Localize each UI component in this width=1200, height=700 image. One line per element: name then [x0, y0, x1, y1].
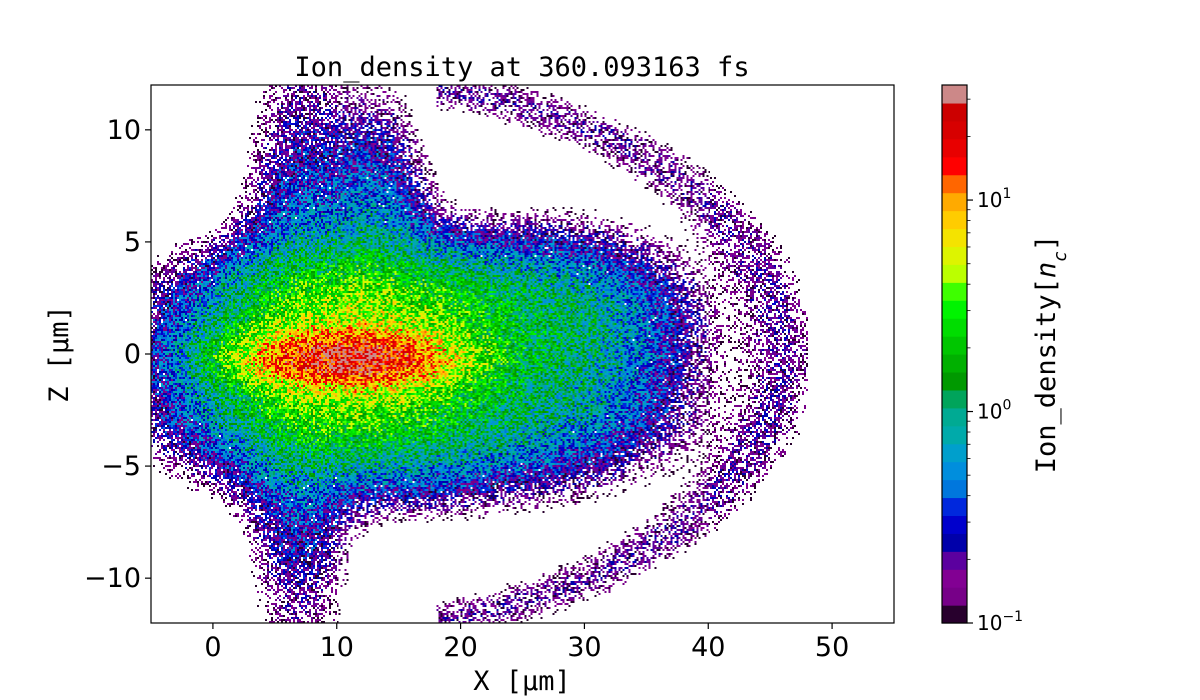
- colorbar-segment: [942, 174, 967, 194]
- colorbar-segment: [942, 407, 967, 427]
- colorbar-segment: [942, 515, 967, 534]
- plot-area: [150, 84, 895, 624]
- colorbar-segment: [942, 192, 967, 212]
- colorbar-segment: [942, 461, 967, 481]
- y-tick-label: −5: [101, 451, 141, 482]
- colorbar-segment: [942, 587, 967, 606]
- colorbar-tick-label: 100: [977, 398, 1011, 424]
- y-tick-label: 5: [124, 227, 141, 258]
- colorbar-segment: [942, 497, 967, 516]
- colorbar: 10−1 100 101: [941, 84, 1023, 635]
- colorbar-segment: [942, 533, 967, 552]
- colorbar-segment: [942, 371, 967, 391]
- y-axis: −10 −5 0 5 10: [84, 115, 151, 594]
- colorbar-segment: [942, 605, 967, 624]
- y-tick-label: −10: [84, 563, 141, 594]
- density-heatmap: [151, 85, 894, 623]
- x-tick-label: 10: [320, 632, 354, 663]
- x-tick-label: 0: [204, 632, 221, 663]
- colorbar-label-var: n: [1031, 262, 1062, 278]
- colorbar-label-sub: c: [1050, 251, 1071, 262]
- colorbar-segment: [942, 300, 967, 319]
- colorbar-segment: [942, 318, 967, 337]
- x-axis: 0 10 20 30 40 50: [204, 623, 849, 663]
- colorbar-segment: [942, 85, 967, 104]
- colorbar-segment: [942, 479, 967, 499]
- colorbar-frame: [941, 84, 968, 624]
- colorbar-segment: [942, 551, 967, 570]
- colorbar-label-prefix: Ion_density[: [1031, 278, 1062, 473]
- colorbar-segment: [942, 210, 967, 230]
- colorbar-segment: [942, 102, 967, 122]
- colorbar-segment: [942, 354, 967, 373]
- x-tick-label: 50: [815, 632, 849, 663]
- colorbar-segment: [942, 443, 967, 463]
- y-tick-label: 0: [124, 339, 141, 370]
- colorbar-segment: [942, 264, 967, 283]
- colorbar-tick-label: 101: [977, 186, 1011, 212]
- colorbar-label: Ion_density[nc]: [1031, 235, 1071, 473]
- colorbar-segment: [942, 120, 967, 140]
- y-axis-label: Z [μm]: [44, 305, 75, 403]
- colorbar-tick-label: 10−1: [977, 609, 1023, 635]
- x-axis-label: X [μm]: [473, 666, 571, 697]
- colorbar-segment: [942, 156, 967, 176]
- x-tick-label: 40: [691, 632, 725, 663]
- x-tick-label: 30: [567, 632, 601, 663]
- colorbar-segment: [942, 282, 967, 301]
- colorbar-segment: [942, 569, 967, 588]
- colorbar-label-suffix: ]: [1031, 235, 1062, 251]
- colorbar-segment: [942, 389, 967, 409]
- colorbar-segment: [942, 228, 967, 247]
- colorbar-segment: [942, 425, 967, 445]
- chart-title: Ion_density at 360.093163 fs: [294, 52, 749, 83]
- colorbar-segment: [942, 138, 967, 158]
- colorbar-segment: [942, 246, 967, 265]
- colorbar-segment: [942, 336, 967, 355]
- y-tick-label: 10: [107, 115, 141, 146]
- x-tick-label: 20: [443, 632, 477, 663]
